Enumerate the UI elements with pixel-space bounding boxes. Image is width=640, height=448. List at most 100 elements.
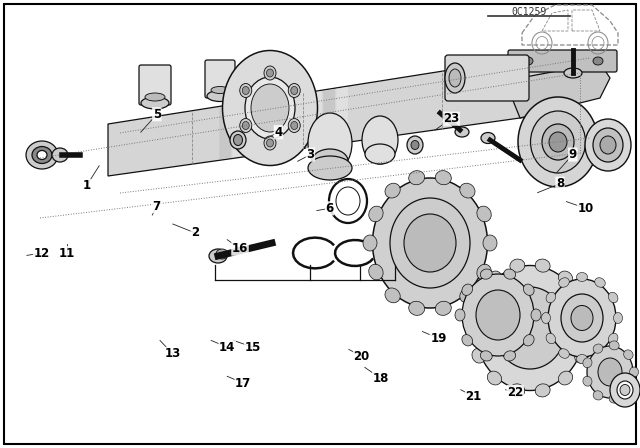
Ellipse shape — [308, 113, 352, 173]
Text: 8: 8 — [556, 177, 564, 190]
Ellipse shape — [623, 384, 633, 394]
Ellipse shape — [462, 284, 472, 295]
Text: 9: 9 — [569, 148, 577, 161]
Ellipse shape — [620, 384, 630, 396]
Text: 6: 6 — [326, 202, 333, 215]
Ellipse shape — [141, 97, 169, 109]
Polygon shape — [298, 93, 309, 148]
Ellipse shape — [575, 293, 588, 308]
Ellipse shape — [264, 66, 276, 80]
Ellipse shape — [240, 83, 252, 98]
Ellipse shape — [614, 313, 623, 323]
FancyBboxPatch shape — [139, 65, 171, 105]
Ellipse shape — [609, 292, 618, 303]
Ellipse shape — [559, 271, 573, 285]
Ellipse shape — [587, 346, 633, 398]
Ellipse shape — [362, 116, 398, 164]
Ellipse shape — [435, 301, 451, 315]
Ellipse shape — [593, 391, 603, 400]
Ellipse shape — [369, 264, 383, 280]
Ellipse shape — [609, 394, 619, 403]
Ellipse shape — [266, 139, 273, 147]
Ellipse shape — [523, 57, 533, 65]
Ellipse shape — [245, 77, 295, 139]
Ellipse shape — [531, 111, 586, 173]
Ellipse shape — [559, 371, 573, 385]
Text: 11: 11 — [59, 246, 76, 260]
Ellipse shape — [477, 264, 492, 280]
Ellipse shape — [577, 272, 588, 281]
Ellipse shape — [243, 121, 249, 129]
Text: 12: 12 — [33, 246, 50, 260]
Text: 18: 18 — [372, 372, 389, 385]
Ellipse shape — [546, 292, 556, 303]
Ellipse shape — [435, 171, 451, 185]
Ellipse shape — [583, 358, 592, 368]
Polygon shape — [310, 91, 322, 146]
Text: 13: 13 — [164, 347, 181, 361]
Ellipse shape — [411, 141, 419, 150]
Ellipse shape — [541, 313, 550, 323]
Ellipse shape — [609, 333, 618, 344]
Ellipse shape — [477, 206, 492, 222]
Text: 16: 16 — [232, 242, 248, 255]
Ellipse shape — [308, 156, 352, 180]
Ellipse shape — [409, 301, 424, 315]
Ellipse shape — [593, 128, 623, 162]
Ellipse shape — [561, 294, 603, 342]
Ellipse shape — [251, 84, 289, 132]
Ellipse shape — [407, 136, 423, 154]
Ellipse shape — [595, 349, 605, 358]
Ellipse shape — [363, 235, 377, 251]
Ellipse shape — [549, 132, 567, 152]
Ellipse shape — [524, 284, 534, 295]
Polygon shape — [271, 97, 283, 152]
Ellipse shape — [487, 271, 502, 285]
Ellipse shape — [369, 206, 383, 222]
Ellipse shape — [524, 335, 534, 346]
Ellipse shape — [535, 259, 550, 272]
Ellipse shape — [531, 309, 541, 321]
Ellipse shape — [595, 278, 605, 287]
Ellipse shape — [476, 290, 520, 340]
Ellipse shape — [449, 69, 461, 87]
Ellipse shape — [455, 309, 465, 321]
Ellipse shape — [593, 57, 603, 65]
Ellipse shape — [559, 278, 569, 287]
Polygon shape — [510, 63, 610, 118]
Ellipse shape — [223, 51, 317, 165]
Ellipse shape — [510, 384, 525, 397]
Ellipse shape — [600, 136, 616, 154]
Ellipse shape — [385, 288, 400, 303]
Text: 19: 19 — [430, 332, 447, 345]
Ellipse shape — [598, 358, 622, 386]
Ellipse shape — [617, 381, 633, 399]
Text: 23: 23 — [443, 112, 460, 125]
Ellipse shape — [504, 269, 516, 279]
Text: 4: 4 — [275, 125, 282, 139]
Ellipse shape — [494, 287, 566, 369]
Ellipse shape — [483, 235, 497, 251]
Ellipse shape — [487, 371, 502, 385]
Text: 1: 1 — [83, 179, 90, 193]
Ellipse shape — [583, 376, 592, 386]
Text: 15: 15 — [244, 340, 261, 354]
Ellipse shape — [472, 349, 485, 363]
FancyBboxPatch shape — [205, 60, 235, 98]
Ellipse shape — [559, 349, 569, 358]
Ellipse shape — [571, 306, 593, 331]
Ellipse shape — [404, 214, 456, 272]
Ellipse shape — [504, 351, 516, 361]
Ellipse shape — [372, 178, 488, 308]
Text: 0C1259: 0C1259 — [511, 7, 547, 17]
Ellipse shape — [26, 141, 58, 169]
Polygon shape — [245, 101, 257, 155]
Ellipse shape — [234, 134, 243, 146]
Text: 5: 5 — [153, 108, 161, 121]
Polygon shape — [284, 95, 296, 150]
Ellipse shape — [52, 148, 68, 162]
Ellipse shape — [460, 183, 475, 198]
Ellipse shape — [481, 351, 492, 361]
Ellipse shape — [455, 127, 469, 137]
Text: 14: 14 — [219, 340, 236, 354]
